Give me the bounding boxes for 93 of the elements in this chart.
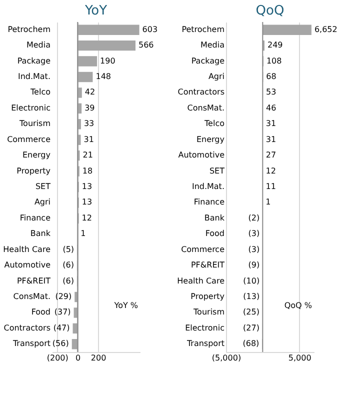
data-label: 53 xyxy=(266,88,276,97)
data-label: 21 xyxy=(82,150,93,160)
y-tick-label: PF&REIT xyxy=(190,260,225,270)
data-label: (3) xyxy=(248,244,260,254)
y-tick-label: Media xyxy=(200,40,225,50)
data-label: 190 xyxy=(100,56,116,66)
y-tick-label: Package xyxy=(17,56,51,66)
chart-title: YoY xyxy=(84,4,108,18)
y-tick-label: Commerce xyxy=(7,134,51,144)
y-tick-label: Finance xyxy=(20,213,51,222)
y-tick-label: Contractors xyxy=(4,323,50,332)
y-tick-label: Petrochem xyxy=(8,24,51,34)
y-tick-label: Automotive xyxy=(4,260,51,270)
y-tick-label: Transport xyxy=(12,339,50,348)
data-label: 27 xyxy=(266,150,276,160)
data-label: (29) xyxy=(55,292,72,301)
data-label: (13) xyxy=(243,292,260,301)
data-label: (9) xyxy=(248,260,260,270)
data-label: 12 xyxy=(266,166,276,176)
y-tick-label: Automotive xyxy=(178,150,225,160)
data-label: 12 xyxy=(82,213,92,222)
y-tick-label: Tourism xyxy=(192,308,225,317)
y-tick-label: Property xyxy=(190,292,225,301)
data-label: 68 xyxy=(266,72,276,81)
y-tick-label: Electronic xyxy=(11,103,50,112)
data-label: (6) xyxy=(62,260,74,270)
y-tick-label: Bank xyxy=(30,229,51,238)
data-label: 13 xyxy=(82,182,92,191)
y-tick-label: Media xyxy=(26,40,51,50)
data-label: 33 xyxy=(84,119,94,128)
y-tick-label: Package xyxy=(191,56,225,66)
data-label: 46 xyxy=(266,103,276,112)
y-tick-label: Property xyxy=(16,166,51,176)
y-tick-label: Transport xyxy=(186,339,224,348)
x-tick-label: 0 xyxy=(76,354,81,362)
y-tick-label: Ind.Mat. xyxy=(18,72,50,81)
x-tick-label: 5,000 xyxy=(288,354,312,362)
y-tick-label: Health Care xyxy=(177,276,225,286)
y-tick-label: Contractors xyxy=(178,88,224,97)
y-tick-label: Telco xyxy=(30,88,51,97)
y-tick-label: Telco xyxy=(204,119,225,128)
data-label: 31 xyxy=(266,134,276,144)
data-label: (27) xyxy=(243,323,260,332)
data-label: 603 xyxy=(142,24,158,34)
data-label: (5) xyxy=(62,244,74,254)
data-label: 11 xyxy=(266,182,276,191)
data-label: (10) xyxy=(243,276,260,286)
data-label: (37) xyxy=(54,308,71,317)
y-tick-label: SET xyxy=(209,166,225,176)
data-label: (47) xyxy=(53,323,70,332)
data-label: (56) xyxy=(52,339,69,348)
data-label: (2) xyxy=(248,213,260,222)
data-label: 108 xyxy=(266,56,282,66)
y-tick-label: Agri xyxy=(34,198,50,207)
data-label: 18 xyxy=(82,166,93,176)
data-label: 6,652 xyxy=(314,24,338,34)
y-tick-label: ConsMat. xyxy=(13,292,50,301)
data-label: (3) xyxy=(248,229,260,238)
y-tick-label: Ind.Mat. xyxy=(192,182,224,191)
chart-title: QoQ xyxy=(256,4,284,18)
y-tick-label: Food xyxy=(205,229,224,238)
y-tick-label: Finance xyxy=(194,198,225,207)
x-tick-label: 200 xyxy=(90,354,106,362)
y-tick-label: Petrochem xyxy=(182,24,225,34)
data-label: 566 xyxy=(138,40,154,50)
x-tick-label: (200) xyxy=(46,354,68,362)
data-label: 13 xyxy=(82,198,92,207)
data-label: 1 xyxy=(80,229,86,238)
y-tick-label: Commerce xyxy=(181,244,225,254)
y-tick-label: ConsMat. xyxy=(187,103,224,112)
y-tick-label: Bank xyxy=(204,213,225,222)
y-tick-label: Energy xyxy=(196,134,225,144)
data-label: 1 xyxy=(266,198,271,207)
data-label: (25) xyxy=(243,308,260,317)
annotation: YoY % xyxy=(113,300,138,310)
data-label: 148 xyxy=(96,72,112,81)
data-label: 249 xyxy=(267,40,283,50)
data-label: (6) xyxy=(62,276,74,286)
data-label: 31 xyxy=(266,119,276,128)
y-tick-label: Agri xyxy=(208,72,224,81)
y-tick-label: PF&REIT xyxy=(16,276,51,286)
data-label: 39 xyxy=(84,103,95,112)
annotation: QoQ % xyxy=(284,300,312,310)
y-tick-label: Energy xyxy=(22,150,51,160)
data-label: 42 xyxy=(84,88,96,97)
x-tick-label: (5,000) xyxy=(212,354,242,362)
y-tick-label: Tourism xyxy=(18,119,51,128)
y-tick-label: SET xyxy=(35,182,51,191)
data-label: 31 xyxy=(84,134,94,144)
y-tick-label: Health Care xyxy=(3,244,51,254)
y-tick-label: Electronic xyxy=(185,323,224,332)
y-tick-label: Food xyxy=(31,308,50,317)
data-label: (68) xyxy=(242,339,260,348)
